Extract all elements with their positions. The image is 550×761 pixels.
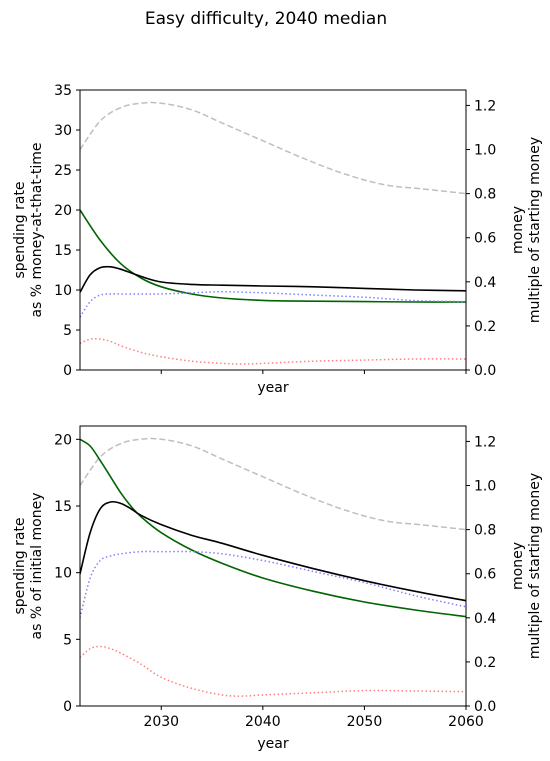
y2-tick-label: 0.8: [474, 187, 496, 203]
y2-tick-label: 0.2: [474, 655, 496, 671]
y2-tick-label: 0.0: [474, 699, 496, 715]
y-axis-label-line: as % of initial money: [29, 493, 45, 640]
y-tick-label: 10: [54, 283, 72, 299]
series-line-3: [80, 290, 466, 318]
x-tick-label: 2050: [347, 714, 383, 730]
y-tick-label: 10: [54, 566, 72, 582]
y2-axis-label: moneymultiple of starting money: [510, 473, 543, 659]
y2-tick-label: 0.4: [474, 275, 496, 291]
y2-axis-label-line: multiple of starting money: [527, 137, 543, 323]
y-tick-label: 15: [54, 499, 72, 515]
series-line-4: [80, 337, 466, 365]
y2-axis-label-line: multiple of starting money: [527, 473, 543, 659]
series-line-0: [80, 101, 466, 195]
axes-frame: [79, 425, 467, 707]
y-axis-label: spending rateas % of initial money: [12, 493, 45, 640]
y-tick-label: 0: [63, 699, 72, 715]
y2-tick-label: 0.6: [474, 567, 496, 583]
series-line-3: [80, 550, 466, 618]
series-group: [80, 437, 466, 697]
y-axis-label-line: spending rate: [12, 181, 28, 278]
y-tick-label: 0: [63, 363, 72, 379]
y2-tick-label: 1.0: [474, 143, 496, 159]
bottom-panel: 0 5 10 15 20 0.0 0.2 0.4 0.6 0.8 1.0 1.2 2030 2040 205…: [12, 425, 543, 752]
x-axis-label: year: [257, 380, 288, 396]
y2-tick-label: 0.2: [474, 319, 496, 335]
y2-axis-label-line: money: [510, 206, 526, 254]
series-line-4: [80, 645, 466, 697]
y2-tick-label: 0.0: [474, 363, 496, 379]
x-tick-label: 2040: [245, 714, 281, 730]
y-tick-label: 25: [54, 163, 72, 179]
series-line-1: [80, 209, 466, 303]
series-line-2: [80, 500, 466, 602]
y2-tick-label: 0.6: [474, 231, 496, 247]
y2-axis-label-line: money: [510, 542, 526, 590]
y2-tick-label: 1.2: [474, 98, 496, 114]
y2-tick-label: 1.0: [474, 479, 496, 495]
x-tick-label: 2060: [448, 714, 484, 730]
series-line-0: [80, 437, 466, 531]
y-tick-label: 35: [54, 83, 72, 99]
series-line-1: [80, 438, 466, 618]
y-tick-label: 20: [54, 203, 72, 219]
figure-title: Easy difficulty, 2040 median: [145, 9, 387, 29]
y-tick-label: 30: [54, 123, 72, 139]
y-tick-label: 5: [63, 323, 72, 339]
y2-tick-label: 0.8: [474, 523, 496, 539]
y-tick-label: 15: [54, 243, 72, 259]
x-tick-label: 2030: [143, 714, 179, 730]
series-group: [80, 101, 466, 365]
y2-tick-label: 0.4: [474, 611, 496, 627]
series-line-2: [80, 265, 466, 293]
y-axis-label: spending rateas % money-at-that-time: [12, 142, 45, 317]
y-tick-label: 5: [63, 632, 72, 648]
x-axis-label: year: [257, 736, 288, 752]
y-axis-label-line: spending rate: [12, 517, 28, 614]
y2-axis-label: moneymultiple of starting money: [510, 137, 543, 323]
y-tick-label: 20: [54, 432, 72, 448]
top-panel: 0 5 10 15 20 25 30 35 0.0 0.2 0.4 0.6 0.8 1.0 1.2 year s…: [12, 83, 543, 396]
y2-tick-label: 1.2: [474, 434, 496, 450]
y-axis-label-line: as % money-at-that-time: [29, 142, 45, 317]
axes-frame: [79, 89, 467, 371]
